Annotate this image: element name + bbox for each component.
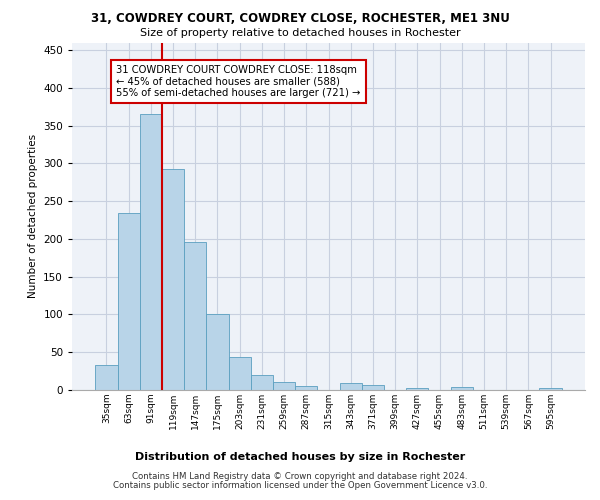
Bar <box>229 357 251 390</box>
Bar <box>273 382 295 390</box>
Bar <box>140 114 162 390</box>
Bar <box>251 375 273 390</box>
Bar <box>362 386 384 390</box>
Bar <box>184 242 206 390</box>
Text: 31 COWDREY COURT COWDREY CLOSE: 118sqm
← 45% of detached houses are smaller (588: 31 COWDREY COURT COWDREY CLOSE: 118sqm ←… <box>116 65 361 98</box>
Bar <box>406 388 428 390</box>
Bar <box>340 383 362 390</box>
Bar <box>95 365 118 390</box>
Text: Contains HM Land Registry data © Crown copyright and database right 2024.: Contains HM Land Registry data © Crown c… <box>132 472 468 481</box>
Bar <box>539 388 562 390</box>
Y-axis label: Number of detached properties: Number of detached properties <box>28 134 38 298</box>
Bar <box>451 387 473 390</box>
Text: Size of property relative to detached houses in Rochester: Size of property relative to detached ho… <box>140 28 460 38</box>
Bar <box>206 314 229 390</box>
Bar <box>118 213 140 390</box>
Bar <box>295 386 317 390</box>
Text: Contains public sector information licensed under the Open Government Licence v3: Contains public sector information licen… <box>113 481 487 490</box>
Bar <box>162 168 184 390</box>
Text: 31, COWDREY COURT, COWDREY CLOSE, ROCHESTER, ME1 3NU: 31, COWDREY COURT, COWDREY CLOSE, ROCHES… <box>91 12 509 26</box>
Text: Distribution of detached houses by size in Rochester: Distribution of detached houses by size … <box>135 452 465 462</box>
